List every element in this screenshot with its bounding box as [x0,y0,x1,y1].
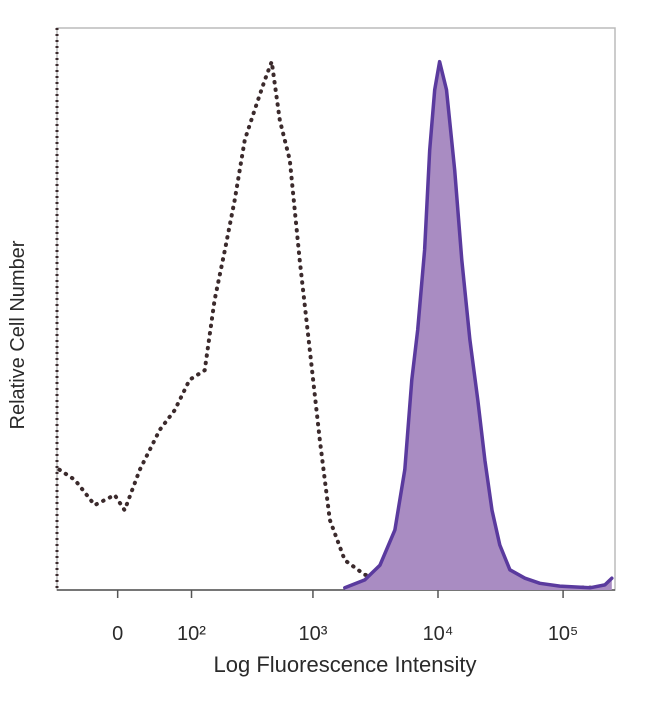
x-tick-label: 10⁴ [423,623,454,645]
y-axis-label: Relative Cell Number [7,240,29,429]
x-tick-label: 10⁵ [548,623,579,645]
x-axis-label: Log Fluorescence Intensity [214,652,477,677]
plot-frame [56,27,616,591]
x-tick-label: 0 [112,623,123,645]
histogram-line [343,59,614,590]
x-tick-label: 10² [177,623,206,645]
histogram-area [344,61,612,590]
x-tick-label: 10³ [298,623,327,645]
